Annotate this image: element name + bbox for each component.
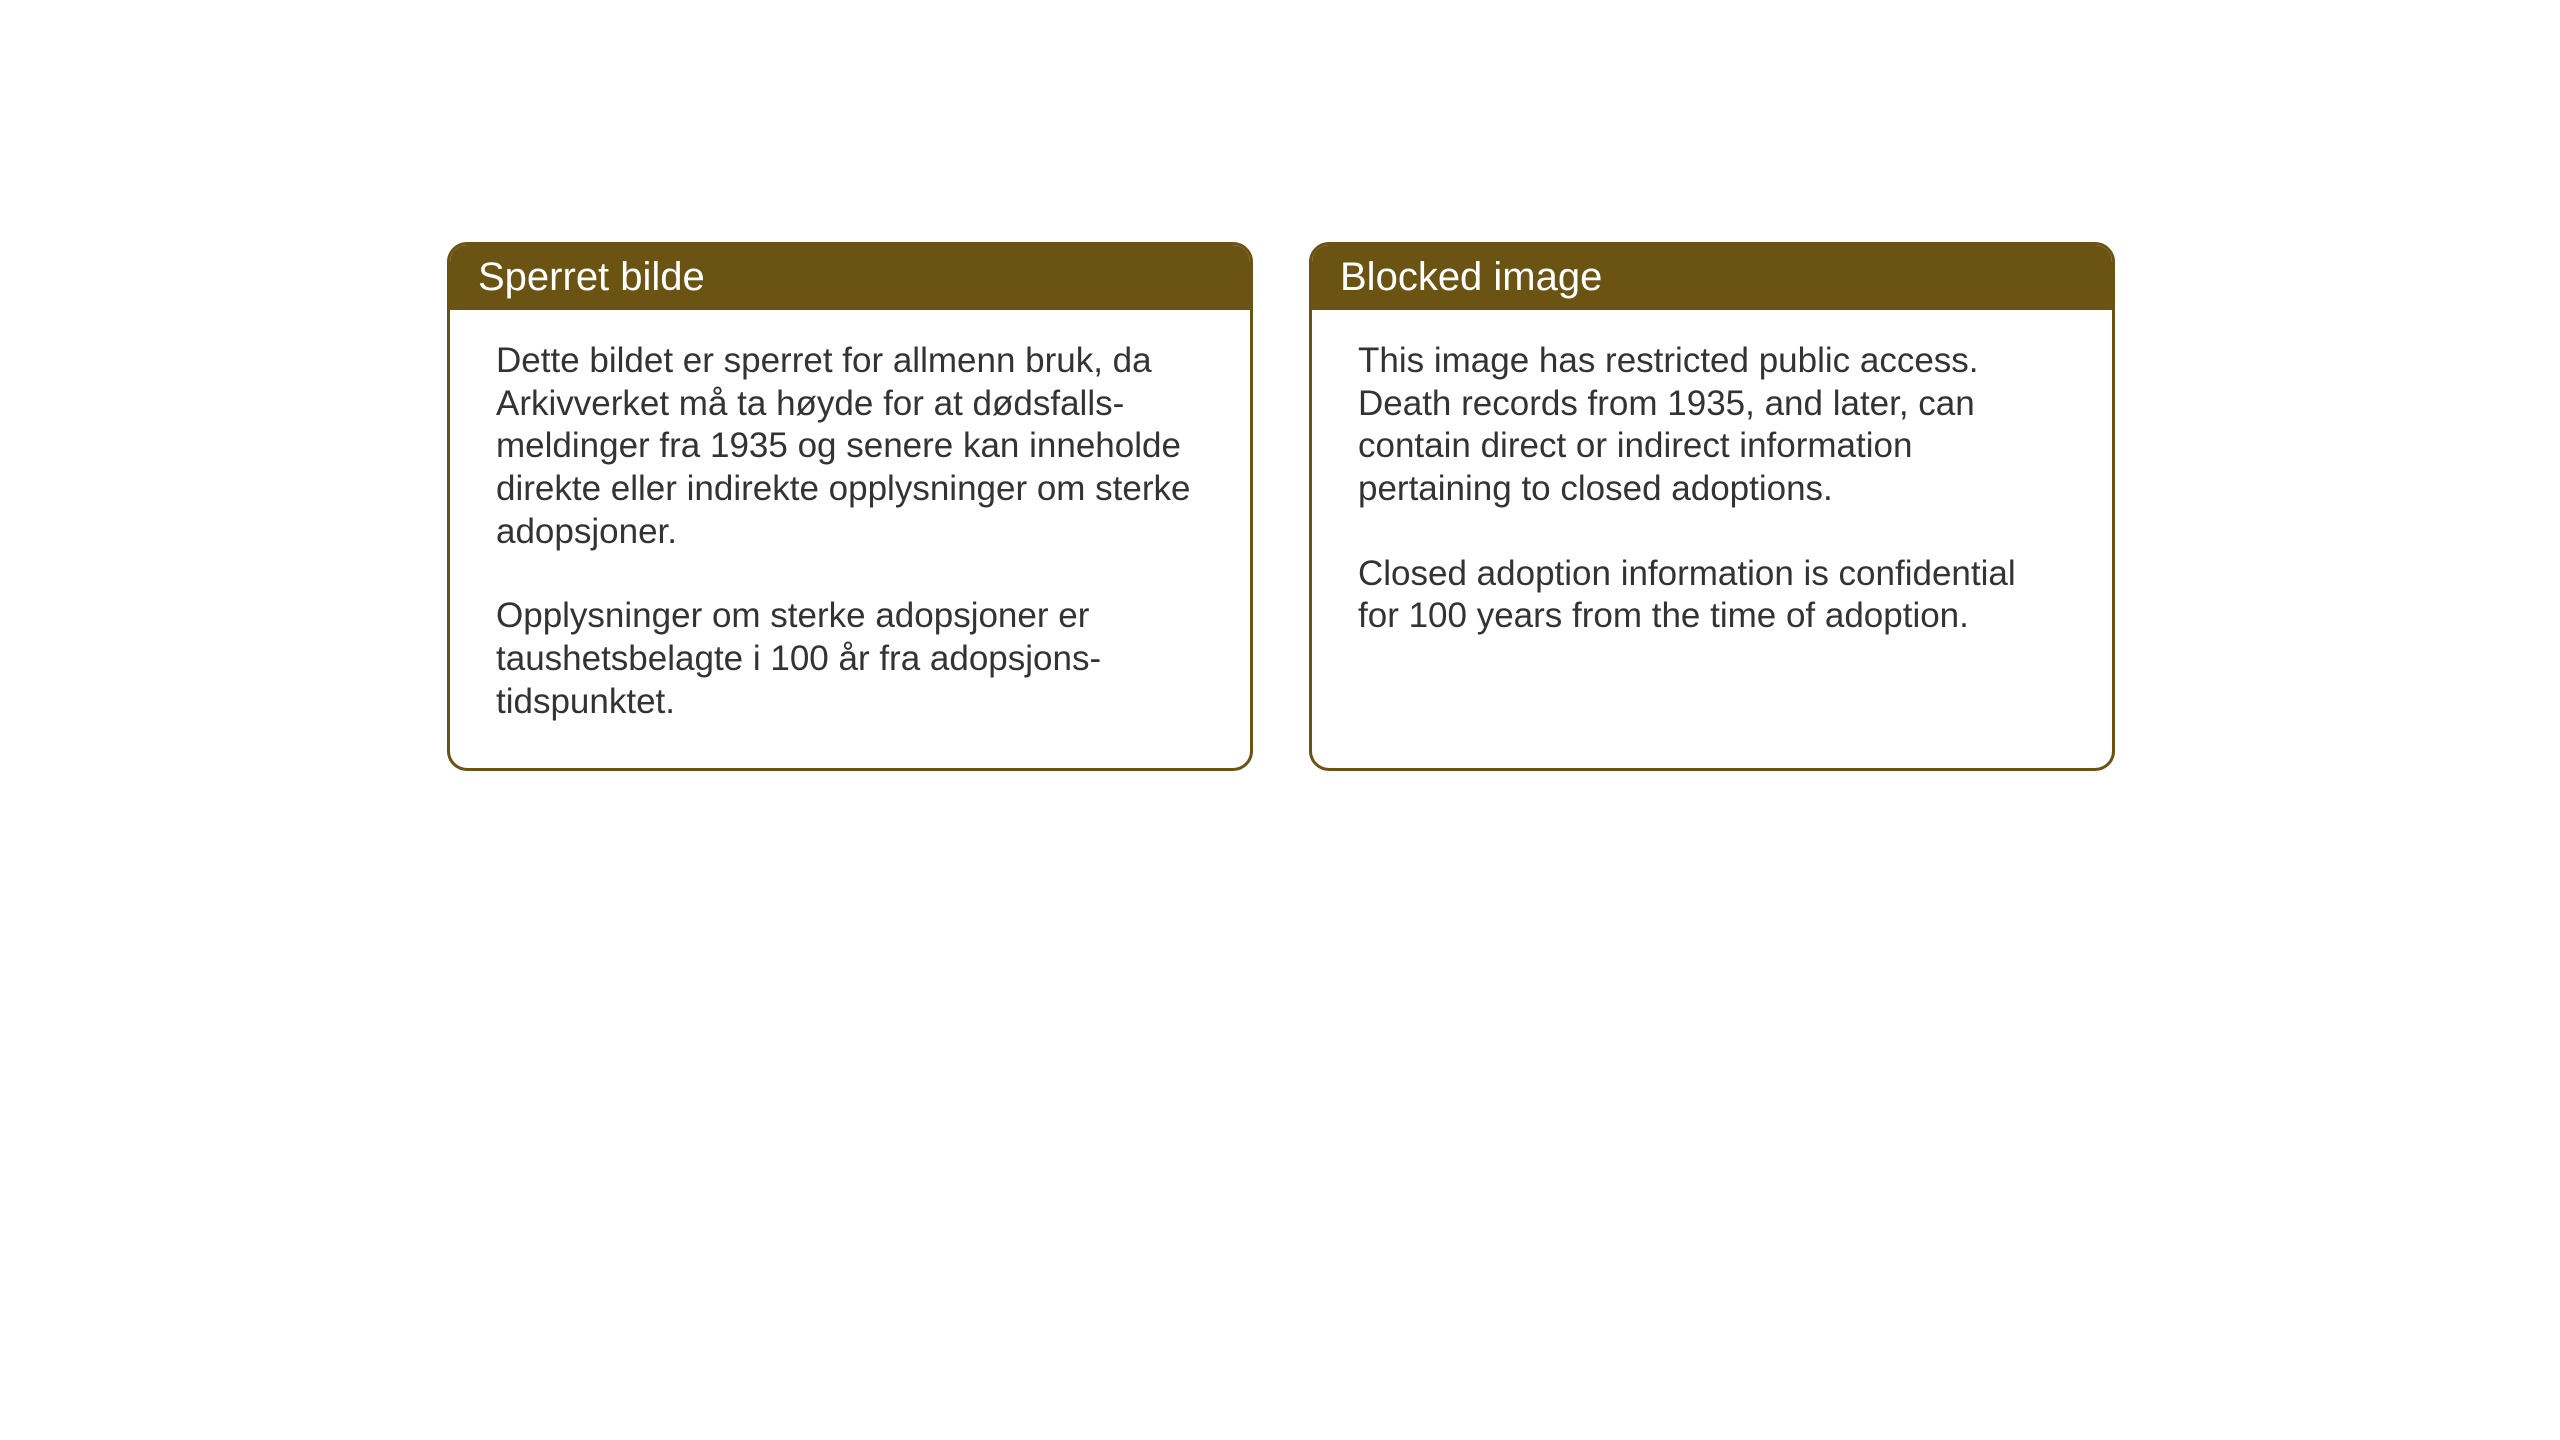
card-title-norwegian: Sperret bilde xyxy=(478,255,705,299)
card-body-english: This image has restricted public access.… xyxy=(1312,310,2112,682)
paragraph-norwegian-1: Dette bildet er sperret for allmenn bruk… xyxy=(496,340,1204,553)
card-header-english: Blocked image xyxy=(1312,245,2112,310)
notice-container: Sperret bilde Dette bildet er sperret fo… xyxy=(447,242,2115,771)
card-header-norwegian: Sperret bilde xyxy=(450,245,1250,310)
card-title-english: Blocked image xyxy=(1340,255,1602,299)
paragraph-english-2: Closed adoption information is confident… xyxy=(1358,553,2066,638)
notice-card-english: Blocked image This image has restricted … xyxy=(1309,242,2115,771)
card-body-norwegian: Dette bildet er sperret for allmenn bruk… xyxy=(450,310,1250,768)
paragraph-english-1: This image has restricted public access.… xyxy=(1358,340,2066,511)
paragraph-norwegian-2: Opplysninger om sterke adopsjoner er tau… xyxy=(496,595,1204,723)
notice-card-norwegian: Sperret bilde Dette bildet er sperret fo… xyxy=(447,242,1253,771)
